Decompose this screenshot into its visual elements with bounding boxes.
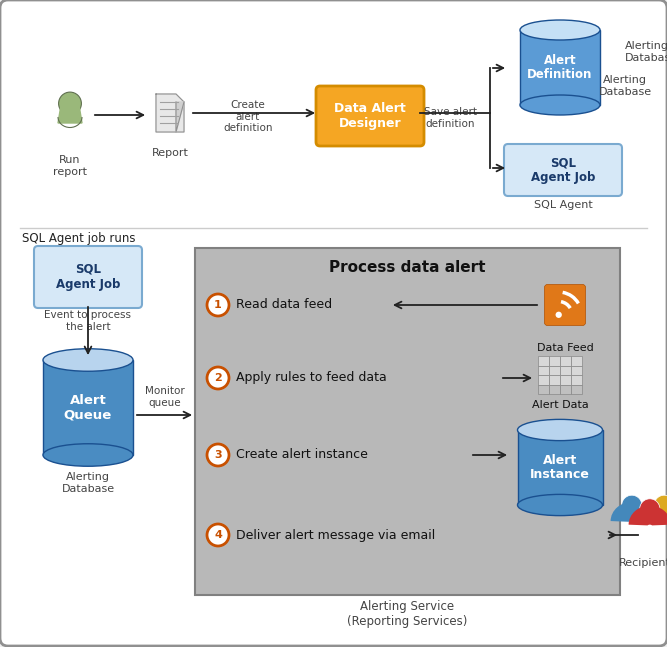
Text: Read data feed: Read data feed bbox=[236, 298, 332, 311]
Circle shape bbox=[207, 524, 229, 546]
Polygon shape bbox=[58, 105, 82, 123]
Circle shape bbox=[622, 495, 642, 516]
Text: Data Feed: Data Feed bbox=[537, 343, 594, 353]
Bar bbox=[571, 356, 582, 366]
Bar bbox=[560, 375, 571, 384]
Bar bbox=[518, 430, 602, 505]
Text: Report: Report bbox=[151, 148, 189, 158]
Text: Monitor
queue: Monitor queue bbox=[145, 386, 185, 408]
Polygon shape bbox=[176, 102, 184, 132]
Text: Create alert instance: Create alert instance bbox=[236, 448, 368, 461]
FancyBboxPatch shape bbox=[504, 144, 622, 196]
Text: Alert
Instance: Alert Instance bbox=[530, 454, 590, 481]
Circle shape bbox=[207, 294, 229, 316]
Text: 4: 4 bbox=[214, 530, 222, 540]
Text: Alert
Definition: Alert Definition bbox=[528, 54, 593, 82]
FancyBboxPatch shape bbox=[544, 285, 586, 325]
Text: Process data alert: Process data alert bbox=[329, 260, 486, 275]
Bar bbox=[571, 366, 582, 375]
Text: SQL
Agent Job: SQL Agent Job bbox=[531, 156, 595, 184]
Text: Alerting
Database: Alerting Database bbox=[61, 472, 115, 494]
Text: 3: 3 bbox=[214, 450, 222, 460]
Text: Data Alert
Designer: Data Alert Designer bbox=[334, 102, 406, 130]
Bar bbox=[538, 375, 549, 384]
Ellipse shape bbox=[518, 419, 602, 441]
Bar bbox=[538, 356, 549, 366]
Ellipse shape bbox=[43, 444, 133, 466]
Bar bbox=[520, 30, 600, 105]
Bar bbox=[560, 366, 571, 375]
Text: SQL Agent: SQL Agent bbox=[534, 200, 592, 210]
Text: Alert Data: Alert Data bbox=[532, 400, 588, 410]
FancyBboxPatch shape bbox=[195, 248, 620, 595]
Bar bbox=[538, 384, 549, 394]
Text: Deliver alert message via email: Deliver alert message via email bbox=[236, 529, 436, 542]
Bar bbox=[571, 384, 582, 394]
Circle shape bbox=[207, 367, 229, 389]
Circle shape bbox=[207, 444, 229, 466]
Bar bbox=[571, 375, 582, 384]
Bar bbox=[560, 384, 571, 394]
Bar bbox=[560, 356, 571, 366]
Bar bbox=[549, 356, 560, 366]
Text: Alerting Service
(Reporting Services): Alerting Service (Reporting Services) bbox=[347, 600, 467, 628]
Text: Alerting
Database: Alerting Database bbox=[625, 41, 667, 63]
Text: Alerting
Database: Alerting Database bbox=[598, 75, 652, 96]
Text: Alert
Queue: Alert Queue bbox=[64, 393, 112, 421]
Circle shape bbox=[556, 312, 562, 318]
Bar bbox=[549, 366, 560, 375]
Circle shape bbox=[59, 92, 81, 115]
Circle shape bbox=[654, 495, 667, 516]
Text: Event to process
the alert: Event to process the alert bbox=[45, 310, 131, 332]
Bar bbox=[43, 360, 133, 455]
Ellipse shape bbox=[518, 494, 602, 516]
FancyBboxPatch shape bbox=[34, 246, 142, 308]
Bar bbox=[549, 375, 560, 384]
Text: SQL Agent job runs: SQL Agent job runs bbox=[22, 232, 135, 245]
Text: Apply rules to feed data: Apply rules to feed data bbox=[236, 371, 387, 384]
Text: 1: 1 bbox=[214, 300, 222, 310]
Bar bbox=[538, 366, 549, 375]
Ellipse shape bbox=[43, 349, 133, 371]
Text: Create
alert
definition: Create alert definition bbox=[223, 100, 273, 133]
Text: SQL
Agent Job: SQL Agent Job bbox=[56, 263, 120, 291]
Circle shape bbox=[640, 499, 660, 519]
Bar bbox=[549, 384, 560, 394]
Ellipse shape bbox=[520, 20, 600, 40]
Text: Save alert
definition: Save alert definition bbox=[424, 107, 476, 129]
Text: 2: 2 bbox=[214, 373, 222, 383]
Polygon shape bbox=[156, 94, 184, 132]
Text: Recipients: Recipients bbox=[619, 558, 667, 568]
Text: Run
report: Run report bbox=[53, 155, 87, 177]
FancyBboxPatch shape bbox=[316, 86, 424, 146]
Ellipse shape bbox=[520, 95, 600, 115]
